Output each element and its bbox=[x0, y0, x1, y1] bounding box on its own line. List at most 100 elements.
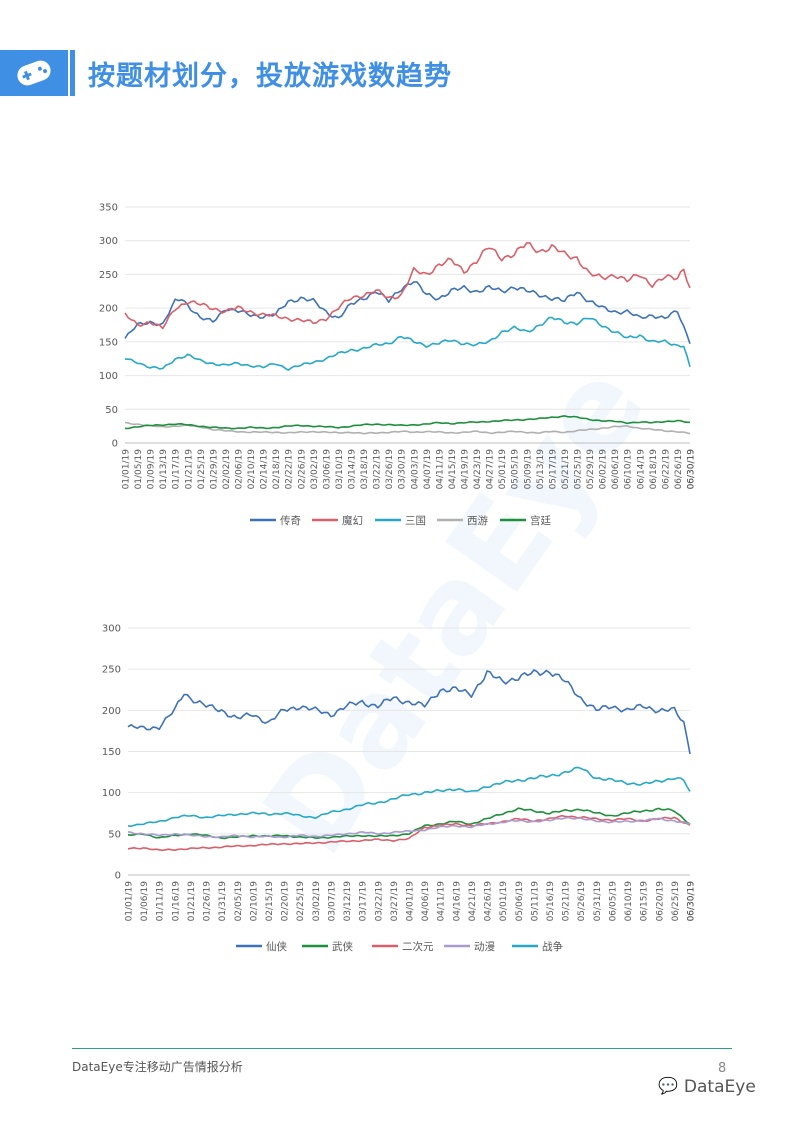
legend-label: 传奇 bbox=[280, 514, 301, 527]
x-tick-label: 06/30/19 bbox=[687, 881, 697, 922]
series-line bbox=[127, 814, 691, 852]
x-tick-label: 01/25/19 bbox=[197, 449, 207, 490]
series-line bbox=[124, 415, 690, 430]
y-tick-label: 350 bbox=[99, 203, 118, 214]
x-tick-label: 03/14/19 bbox=[348, 449, 358, 490]
x-tick-label: 01/29/19 bbox=[209, 449, 219, 490]
x-tick-label: 01/21/19 bbox=[184, 449, 194, 490]
series-line bbox=[124, 316, 691, 371]
x-tick-label: 05/09/19 bbox=[523, 449, 533, 490]
x-tick-label: 04/27/19 bbox=[486, 449, 496, 490]
x-tick-label: 05/16/19 bbox=[546, 881, 556, 922]
x-tick-label: 02/10/19 bbox=[247, 449, 257, 490]
x-tick-label: 06/20/19 bbox=[655, 881, 665, 922]
x-tick-label: 06/26/19 bbox=[674, 449, 684, 490]
y-tick-label: 0 bbox=[115, 871, 121, 882]
x-tick-label: 02/25/19 bbox=[296, 881, 306, 922]
x-tick-label: 06/14/19 bbox=[636, 449, 646, 490]
x-tick-label: 03/06/19 bbox=[322, 449, 332, 490]
legend-label: 宫廷 bbox=[530, 514, 551, 527]
x-tick-label: 05/01/19 bbox=[498, 449, 508, 490]
legend-label: 战争 bbox=[542, 940, 563, 953]
x-tick-label: 06/15/19 bbox=[640, 881, 650, 922]
x-tick-label: 01/31/19 bbox=[218, 881, 228, 922]
x-tick-label: 04/26/19 bbox=[484, 881, 494, 922]
footer-text: DataEye专注移动广告情报分析 bbox=[72, 1060, 243, 1074]
x-tick-label: 01/09/19 bbox=[147, 449, 157, 490]
x-tick-label: 04/03/19 bbox=[410, 449, 420, 490]
x-tick-label: 03/10/19 bbox=[335, 449, 345, 490]
x-tick-label: 01/13/19 bbox=[159, 449, 169, 490]
x-tick-label: 03/07/19 bbox=[327, 881, 337, 922]
x-tick-label: 01/21/19 bbox=[187, 881, 197, 922]
x-tick-label: 06/10/19 bbox=[624, 881, 634, 922]
series-line bbox=[124, 421, 691, 435]
legend-label: 西游 bbox=[467, 514, 488, 527]
x-tick-label: 02/06/19 bbox=[235, 449, 245, 490]
page-number: 8 bbox=[718, 1061, 727, 1076]
y-tick-label: 150 bbox=[99, 337, 118, 348]
x-tick-label: 03/27/19 bbox=[390, 881, 400, 922]
series-line bbox=[127, 816, 691, 839]
x-tick-label: 03/22/19 bbox=[374, 881, 384, 922]
x-tick-label: 05/01/19 bbox=[499, 881, 509, 922]
x-tick-label: 01/16/19 bbox=[171, 881, 181, 922]
y-tick-label: 50 bbox=[105, 405, 118, 416]
y-tick-label: 100 bbox=[102, 788, 121, 799]
x-tick-label: 04/16/19 bbox=[452, 881, 462, 922]
x-tick-label: 05/26/19 bbox=[577, 881, 587, 922]
x-tick-label: 02/05/19 bbox=[234, 881, 244, 922]
x-tick-label: 02/15/19 bbox=[265, 881, 275, 922]
footer-divider bbox=[72, 1048, 732, 1049]
x-tick-label: 05/11/19 bbox=[530, 881, 540, 922]
x-tick-label: 04/19/19 bbox=[461, 449, 471, 490]
x-tick-label: 02/18/19 bbox=[272, 449, 282, 490]
x-tick-label: 03/02/19 bbox=[312, 881, 322, 922]
y-tick-label: 200 bbox=[99, 304, 118, 315]
legend-label: 武侠 bbox=[332, 940, 353, 953]
legend-label: 仙侠 bbox=[266, 940, 287, 953]
legend-label: 魔幻 bbox=[342, 514, 363, 527]
x-tick-label: 05/29/19 bbox=[586, 449, 596, 490]
y-tick-label: 0 bbox=[112, 439, 118, 450]
x-tick-label: 06/30/19 bbox=[687, 881, 697, 922]
legend-label: 动漫 bbox=[474, 940, 495, 953]
header-accent-bar bbox=[70, 50, 75, 96]
x-tick-label: 06/22/19 bbox=[661, 449, 671, 490]
x-tick-label: 03/22/19 bbox=[373, 449, 383, 490]
x-tick-label: 03/26/19 bbox=[385, 449, 395, 490]
x-tick-label: 02/14/19 bbox=[260, 449, 270, 490]
footer-logo-text: DataEye bbox=[683, 1076, 756, 1097]
x-tick-label: 03/02/19 bbox=[310, 449, 320, 490]
series-line bbox=[127, 807, 691, 840]
x-tick-label: 06/02/19 bbox=[599, 449, 609, 490]
y-tick-label: 250 bbox=[102, 665, 121, 676]
x-tick-label: 06/25/19 bbox=[671, 881, 681, 922]
y-tick-label: 100 bbox=[99, 371, 118, 382]
x-tick-label: 01/05/19 bbox=[134, 449, 144, 490]
x-tick-label: 01/01/19 bbox=[125, 881, 135, 922]
y-tick-label: 300 bbox=[102, 624, 121, 635]
legend-label: 二次元 bbox=[402, 940, 434, 953]
x-tick-label: 02/20/19 bbox=[281, 881, 291, 922]
series-line bbox=[124, 281, 691, 345]
y-tick-label: 200 bbox=[102, 706, 121, 717]
legend-label: 三国 bbox=[405, 515, 426, 527]
x-tick-label: 04/23/19 bbox=[473, 449, 483, 490]
gamepad-icon bbox=[17, 60, 51, 86]
x-tick-label: 01/26/19 bbox=[203, 881, 213, 922]
x-tick-label: 01/06/19 bbox=[140, 881, 150, 922]
y-tick-label: 250 bbox=[99, 270, 118, 281]
x-tick-label: 05/06/19 bbox=[515, 881, 525, 922]
x-tick-label: 04/11/19 bbox=[435, 449, 445, 490]
x-tick-label: 01/01/19 bbox=[122, 449, 132, 490]
x-tick-label: 02/22/19 bbox=[285, 449, 295, 490]
x-tick-label: 04/06/19 bbox=[421, 881, 431, 922]
x-tick-label: 04/07/19 bbox=[423, 449, 433, 490]
x-tick-label: 05/31/19 bbox=[593, 881, 603, 922]
x-tick-label: 05/13/19 bbox=[536, 449, 546, 490]
x-tick-label: 03/18/19 bbox=[360, 449, 370, 490]
x-tick-label: 05/25/19 bbox=[574, 449, 584, 490]
x-tick-label: 03/17/19 bbox=[359, 881, 369, 922]
